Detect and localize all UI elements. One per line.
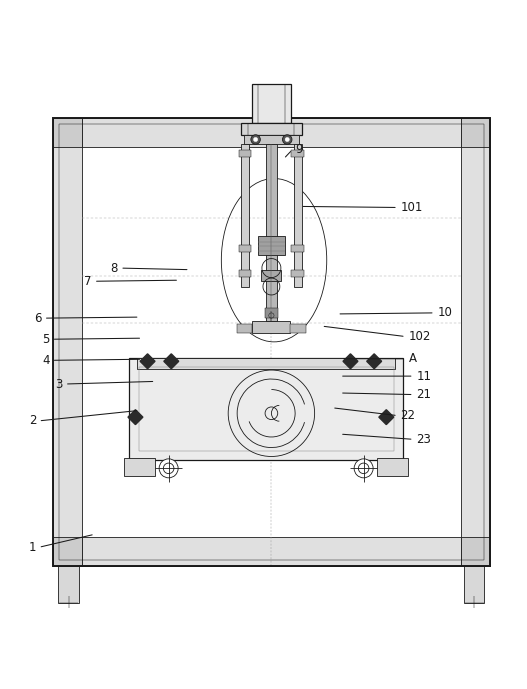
Text: 101: 101 xyxy=(401,201,423,214)
Bar xyxy=(252,321,290,333)
Bar xyxy=(59,124,484,559)
Bar xyxy=(140,354,155,369)
Text: 5: 5 xyxy=(42,333,50,346)
Bar xyxy=(53,537,82,566)
Text: 7: 7 xyxy=(84,275,92,288)
Text: 2: 2 xyxy=(29,414,36,427)
Bar xyxy=(241,123,302,135)
Bar xyxy=(137,358,395,369)
Text: 102: 102 xyxy=(408,330,431,343)
Text: 1: 1 xyxy=(29,541,36,554)
Bar xyxy=(129,358,403,460)
Bar xyxy=(291,269,304,277)
Bar xyxy=(258,236,285,255)
Text: 4: 4 xyxy=(42,354,50,367)
Text: 21: 21 xyxy=(416,388,431,401)
Bar xyxy=(291,150,304,157)
Bar xyxy=(461,118,490,566)
Bar xyxy=(58,566,79,603)
Bar xyxy=(53,118,82,566)
Bar xyxy=(291,245,304,252)
Text: A: A xyxy=(408,352,416,365)
Bar xyxy=(379,410,394,424)
Bar xyxy=(53,118,490,147)
Bar xyxy=(239,269,251,277)
Bar xyxy=(53,537,490,566)
Circle shape xyxy=(159,459,178,478)
Bar xyxy=(265,307,278,318)
Bar xyxy=(241,144,249,287)
Bar xyxy=(237,325,252,333)
Circle shape xyxy=(253,137,258,142)
Text: 8: 8 xyxy=(111,262,118,275)
Bar xyxy=(461,118,490,147)
Circle shape xyxy=(354,459,373,478)
Bar xyxy=(164,354,179,369)
Bar xyxy=(53,118,490,566)
Bar xyxy=(124,457,155,476)
Circle shape xyxy=(285,137,289,142)
Text: 9: 9 xyxy=(295,143,302,156)
Bar xyxy=(261,269,281,281)
Bar xyxy=(139,367,394,451)
Bar xyxy=(464,566,484,603)
Bar xyxy=(128,410,143,424)
Bar xyxy=(343,354,358,369)
Text: 11: 11 xyxy=(416,369,431,382)
Text: 23: 23 xyxy=(416,433,431,446)
Text: 22: 22 xyxy=(401,409,415,422)
Bar xyxy=(53,118,82,147)
Circle shape xyxy=(282,135,292,144)
Bar xyxy=(461,537,490,566)
Text: 6: 6 xyxy=(34,311,42,325)
Bar xyxy=(239,150,251,157)
Bar xyxy=(243,135,299,144)
Bar xyxy=(367,354,382,369)
Bar xyxy=(290,325,306,333)
Bar xyxy=(266,144,277,321)
Text: 3: 3 xyxy=(55,378,63,391)
Bar xyxy=(252,83,291,123)
Bar xyxy=(294,144,302,287)
Bar xyxy=(377,457,408,476)
Circle shape xyxy=(251,135,260,144)
Bar xyxy=(239,245,251,252)
Bar xyxy=(53,118,490,566)
Text: 10: 10 xyxy=(437,307,452,320)
